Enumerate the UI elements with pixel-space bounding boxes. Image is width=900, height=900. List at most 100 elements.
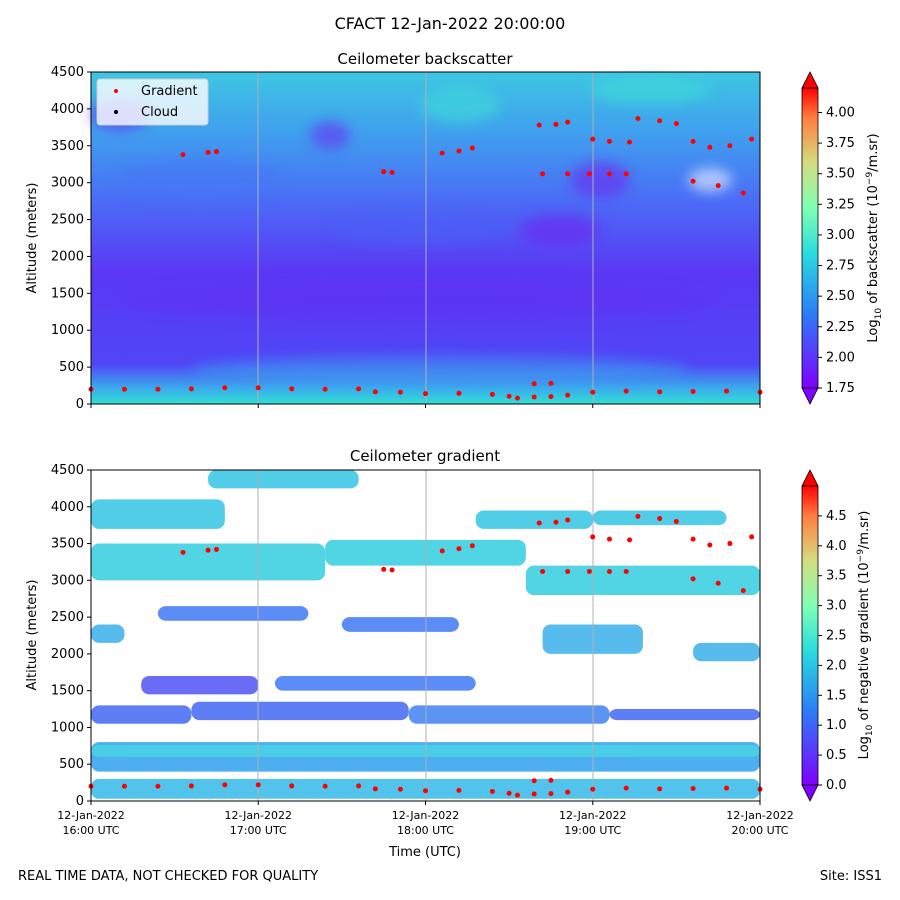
gradient-point bbox=[635, 115, 641, 121]
y-tick-label: 500 bbox=[59, 757, 84, 772]
backscatter-colorbar-label: Log10 of backscatter (10−9/m.sr) bbox=[865, 133, 884, 342]
gradient-point bbox=[289, 386, 295, 392]
gradient-point bbox=[506, 790, 512, 796]
gradient-point bbox=[606, 171, 612, 177]
gradient-point bbox=[553, 519, 559, 525]
gradient-point bbox=[740, 588, 746, 594]
x-tick-date: 12-Jan-2022 bbox=[559, 809, 627, 822]
gradient-point bbox=[623, 388, 629, 394]
y-tick-label: 1000 bbox=[51, 720, 84, 735]
gradient-point bbox=[565, 392, 571, 398]
gradient-point bbox=[531, 791, 537, 797]
gradient-point bbox=[356, 386, 362, 392]
gradient-layer bbox=[157, 606, 309, 621]
gradient-point bbox=[188, 783, 194, 789]
backscatter-ylabel: Altitude (meters) bbox=[25, 183, 40, 294]
gradient-point bbox=[514, 792, 520, 798]
gradient-point bbox=[623, 569, 629, 575]
gradient-point bbox=[381, 566, 387, 572]
gradient-point bbox=[213, 546, 219, 552]
colorbar-tick-label: 4.0 bbox=[826, 539, 847, 554]
gradient-point bbox=[690, 138, 696, 144]
gradient-point bbox=[590, 534, 596, 540]
colorbar-tick-label: 4.5 bbox=[826, 509, 847, 524]
site-label: Site: ISS1 bbox=[819, 869, 882, 884]
gradient-point bbox=[205, 547, 211, 553]
gradient-point bbox=[540, 569, 546, 575]
gradient-point bbox=[724, 785, 730, 791]
gradient-layer bbox=[475, 510, 593, 529]
colorbar-tick-label: 3.75 bbox=[826, 136, 855, 151]
gradient-point bbox=[548, 394, 554, 400]
gradient-layer bbox=[141, 675, 259, 695]
y-tick-label: 2000 bbox=[51, 647, 84, 662]
gradient-point bbox=[586, 569, 592, 575]
backscatter-colorbar-ticks: 1.75 2.00 2.25 2.50 2.75 3.00 3.25 3.50 3.75 4.00 bbox=[818, 105, 855, 396]
gradient-point bbox=[322, 386, 328, 392]
x-tick-date: 12-Jan-2022 bbox=[392, 809, 460, 822]
colorbar-tick-label: 2.0 bbox=[826, 658, 847, 673]
gradient-point bbox=[590, 389, 596, 395]
gradient-point bbox=[707, 144, 713, 150]
gradient-y-axis: 0 500 1000 1500 2000 2500 3000 3500 4000 4500 bbox=[51, 463, 91, 809]
gradient-layer bbox=[91, 705, 192, 724]
y-tick-label: 2000 bbox=[51, 249, 84, 264]
gradient-point bbox=[715, 580, 721, 586]
colorbar-tick-label: 2.75 bbox=[826, 259, 855, 274]
gradient-point bbox=[389, 169, 395, 175]
gradient-point bbox=[690, 388, 696, 394]
gradient-point bbox=[439, 548, 445, 554]
gradient-point bbox=[548, 791, 554, 797]
gradient-point bbox=[540, 171, 546, 177]
gradient-point bbox=[389, 567, 395, 573]
gradient-point bbox=[727, 541, 733, 547]
colorbar-tick-label: 2.00 bbox=[826, 350, 855, 365]
gradient-point bbox=[657, 389, 663, 395]
gradient-point bbox=[673, 518, 679, 524]
x-tick-date: 12-Jan-2022 bbox=[225, 809, 293, 822]
gradient-point bbox=[397, 786, 403, 792]
y-tick-label: 3000 bbox=[51, 573, 84, 588]
gradient-point bbox=[188, 386, 194, 392]
y-tick-label: 3500 bbox=[51, 537, 84, 552]
gradient-x-axis: 12-Jan-2022 16:00 UTC 12-Jan-2022 17:00 UTC… bbox=[57, 801, 794, 837]
y-tick-label: 2500 bbox=[51, 213, 84, 228]
y-tick-label: 1000 bbox=[51, 323, 84, 338]
gradient-point bbox=[121, 386, 127, 392]
gradient-point bbox=[456, 787, 462, 793]
legend-cloud-label: Cloud bbox=[141, 105, 178, 120]
gradient-point bbox=[707, 542, 713, 548]
gradient-layer bbox=[91, 499, 225, 529]
gradient-point bbox=[590, 136, 596, 142]
gradient-point bbox=[531, 381, 537, 387]
gradient-point bbox=[657, 516, 663, 522]
legend-gradient-marker bbox=[114, 89, 118, 93]
y-tick-label: 4000 bbox=[51, 500, 84, 515]
gradient-point bbox=[456, 546, 462, 552]
gradient-point bbox=[439, 150, 445, 156]
x-tick-date: 12-Jan-2022 bbox=[57, 809, 125, 822]
x-tick-time: 17:00 UTC bbox=[230, 824, 287, 837]
gradient-point bbox=[222, 385, 228, 391]
gradient-title: Ceilometer gradient bbox=[350, 447, 500, 465]
gradient-point bbox=[489, 391, 495, 397]
gradient-point bbox=[180, 549, 186, 555]
gradient-point bbox=[322, 783, 328, 789]
gradient-ylabel: Altitude (meters) bbox=[25, 580, 40, 691]
gradient-point bbox=[381, 169, 387, 175]
gradient-point bbox=[565, 119, 571, 125]
gradient-point bbox=[590, 786, 596, 792]
gradient-layer bbox=[609, 709, 760, 721]
gradient-point bbox=[606, 569, 612, 575]
gradient-point bbox=[514, 395, 520, 401]
x-tick-time: 20:00 UTC bbox=[731, 824, 788, 837]
colorbar-tick-label: 3.5 bbox=[826, 569, 847, 584]
gradient-point bbox=[727, 143, 733, 149]
gradient-point bbox=[749, 136, 755, 142]
gradient-point bbox=[289, 783, 295, 789]
gradient-layer bbox=[693, 642, 760, 662]
y-tick-label: 2500 bbox=[51, 610, 84, 625]
gradient-point bbox=[531, 778, 537, 784]
gradient-point bbox=[657, 786, 663, 792]
